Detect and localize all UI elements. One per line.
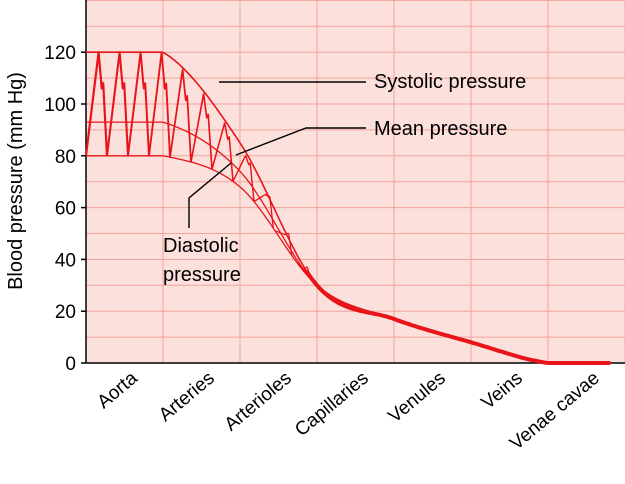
pulse-wave (169, 68, 192, 163)
y-axis-title: Blood pressure (mm Hg) (5, 72, 27, 290)
y-tick-labels: 0 20 40 60 80 100 120 (44, 43, 86, 375)
annotation-leaders (188, 81, 366, 228)
pulse-wave (127, 51, 150, 156)
y-tick-label: 80 (55, 147, 76, 168)
annotation-systolic: Systolic pressure (374, 71, 526, 93)
x-tick-label: Veins (478, 368, 527, 414)
pulse-wave (211, 122, 234, 182)
pressure-envelopes (86, 51, 611, 365)
pulse-wave (105, 51, 130, 156)
pulse-wave (232, 154, 255, 202)
x-tick-label: Capillaries (291, 368, 372, 441)
mean-leader (235, 127, 366, 156)
pulse-wave (190, 93, 213, 170)
y-tick-label: 100 (44, 95, 76, 116)
pulse-wave (148, 51, 171, 158)
annotation-diastolic-line2: pressure (163, 264, 241, 286)
annotation-mean: Mean pressure (374, 118, 507, 140)
x-tick-label: Venules (384, 368, 449, 428)
pressure-tail-line (305, 269, 611, 365)
pulse-wave (84, 51, 109, 156)
x-tick-label: Arterioles (221, 368, 296, 436)
y-tick-label: 120 (44, 43, 76, 64)
diastolic-leader (188, 162, 232, 228)
annotation-diastolic-line1: Diastolic (163, 235, 239, 257)
y-tick-label: 60 (55, 199, 76, 220)
y-tick-label: 20 (55, 302, 76, 323)
y-tick-label: 40 (55, 250, 76, 271)
y-tick-label: 0 (65, 354, 76, 375)
x-tick-label: Aorta (93, 367, 142, 413)
x-tick-label: Arteries (155, 368, 219, 426)
